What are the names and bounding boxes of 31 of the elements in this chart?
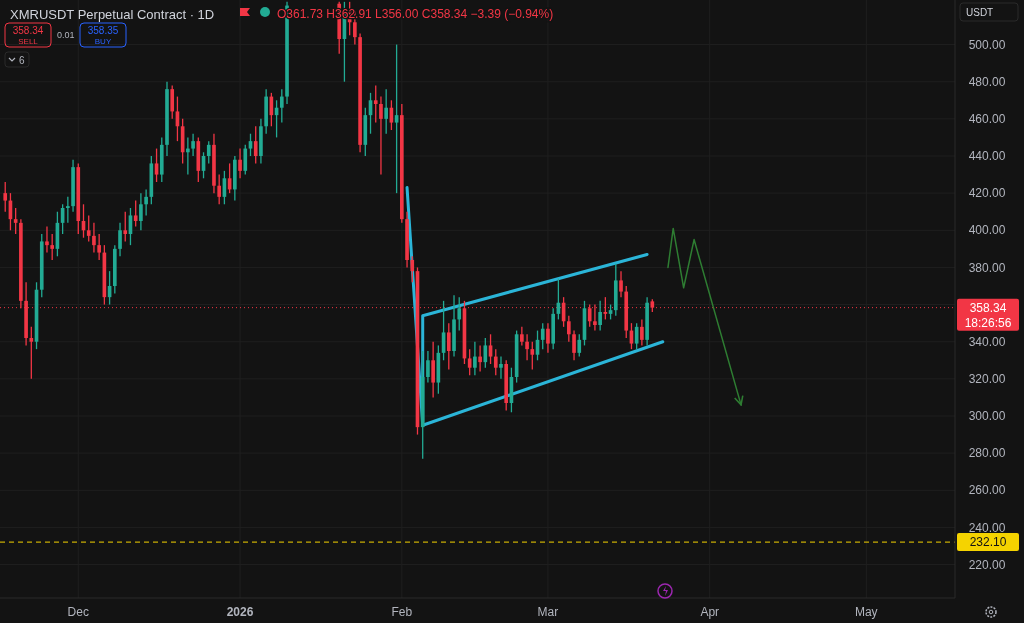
text: USDT [966, 6, 994, 18]
x-tick-label: Dec [67, 605, 89, 620]
annotation: SELL [18, 36, 39, 46]
y-tick-label: 280.00 [968, 446, 1006, 461]
x-tick-label: Feb [391, 605, 413, 620]
y-tick-label: 500.00 [968, 37, 1006, 52]
y-tick-label: 440.00 [968, 149, 1006, 164]
x-tick-label: 2026 [226, 605, 254, 620]
text: XMRUSDT Perpetual Contract · 1D [10, 6, 215, 22]
y-tick-label: 460.00 [968, 112, 1006, 127]
y-tick-label: 480.00 [968, 74, 1006, 89]
annotation: 0.01 [57, 30, 75, 41]
y-tick-label: 340.00 [968, 334, 1006, 349]
y-tick-label: 320.00 [968, 372, 1006, 387]
x-tick-label: Mar [537, 605, 559, 620]
y-tick-label: 240.00 [968, 520, 1006, 535]
annotation: BUY [94, 36, 112, 46]
ref-line-label: 358.34 [969, 300, 1007, 315]
y-tick-label: 380.00 [968, 260, 1006, 275]
y-tick-label: 420.00 [968, 186, 1006, 201]
x-tick-label: May [854, 605, 878, 620]
y-tick-label: 400.00 [968, 223, 1006, 238]
ref-line-label: 232.10 [969, 535, 1007, 550]
x-tick-label: Apr [700, 605, 720, 620]
y-tick-label: 300.00 [968, 409, 1006, 424]
annotation: 6 [19, 54, 25, 66]
annotation: 358.34 [12, 24, 44, 36]
y-tick-label: 260.00 [968, 483, 1006, 498]
annotation: 358.35 [87, 24, 119, 36]
text: 18:26:56 [964, 315, 1012, 330]
y-tick-label: 220.00 [968, 557, 1006, 572]
